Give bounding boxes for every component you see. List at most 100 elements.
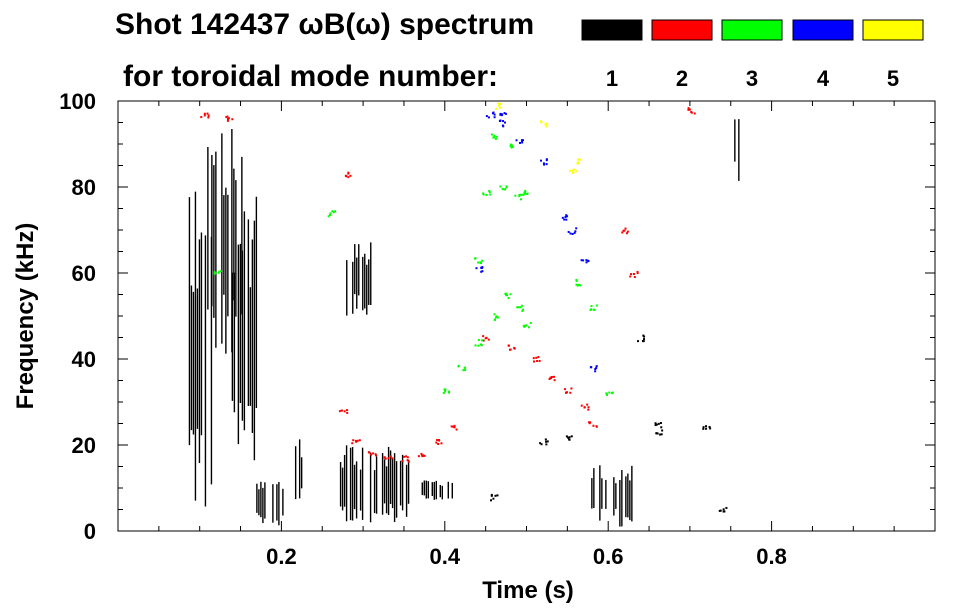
series-1-region — [339, 445, 410, 523]
point-speck — [474, 257, 477, 260]
point-speck — [660, 426, 663, 429]
point-speck — [406, 459, 409, 462]
data-point — [495, 102, 502, 110]
point-speck — [496, 494, 499, 497]
point-speck — [583, 406, 586, 409]
point-speck — [659, 433, 662, 436]
point-speck — [523, 325, 526, 328]
point-speck — [539, 442, 542, 445]
data-point — [523, 189, 529, 195]
point-speck — [587, 408, 590, 411]
data-point — [515, 139, 524, 144]
point-speck — [533, 360, 536, 363]
point-speck — [463, 366, 466, 369]
point-speck — [475, 267, 478, 270]
point-speck — [417, 455, 420, 458]
point-speck — [511, 145, 514, 148]
point-speck — [518, 195, 521, 198]
point-speck — [550, 375, 553, 378]
point-speck — [474, 344, 477, 347]
series-1-region — [231, 196, 258, 461]
point-speck — [576, 284, 579, 287]
point-speck — [407, 460, 410, 463]
series-3 — [213, 133, 614, 396]
data-point — [485, 111, 496, 119]
legend-swatch — [581, 19, 643, 41]
legend-label: 5 — [887, 66, 899, 91]
point-speck — [595, 366, 598, 369]
point-speck — [345, 175, 348, 178]
legend-label: 4 — [817, 66, 830, 91]
point-speck — [507, 297, 510, 300]
data-point — [344, 171, 352, 179]
point-speck — [577, 158, 580, 161]
point-speck — [438, 439, 441, 442]
point-speck — [723, 510, 726, 513]
point-speck — [389, 455, 392, 458]
data-point — [493, 313, 500, 321]
point-speck — [572, 168, 575, 171]
point-speck — [579, 284, 582, 287]
point-speck — [654, 424, 657, 427]
point-speck — [636, 272, 639, 275]
point-speck — [545, 125, 548, 128]
point-speck — [503, 188, 506, 191]
point-speck — [437, 443, 440, 446]
point-speck — [532, 357, 535, 360]
data-point — [539, 438, 549, 446]
point-speck — [656, 432, 659, 435]
point-speck — [571, 232, 574, 235]
point-speck — [608, 391, 611, 394]
point-speck — [589, 308, 592, 311]
data-point — [548, 375, 556, 382]
point-speck — [401, 460, 404, 463]
point-speck — [499, 119, 502, 122]
point-speck — [544, 438, 547, 441]
point-speck — [535, 356, 538, 359]
point-speck — [548, 378, 551, 381]
point-speck — [587, 406, 590, 409]
point-speck — [347, 176, 350, 179]
point-speck — [501, 124, 504, 127]
point-speck — [442, 392, 445, 395]
data-point — [621, 227, 629, 235]
data-point — [532, 356, 541, 363]
point-speck — [580, 404, 583, 407]
point-speck — [447, 391, 450, 394]
point-speck — [540, 121, 543, 124]
point-speck — [688, 108, 691, 111]
point-speck — [719, 509, 722, 512]
point-speck — [705, 425, 708, 428]
point-speck — [519, 306, 522, 309]
point-speck — [626, 230, 629, 233]
point-speck — [516, 306, 519, 309]
point-speck — [356, 439, 359, 442]
point-speck — [346, 409, 349, 412]
point-speck — [568, 438, 571, 441]
legend-label: 2 — [676, 66, 688, 91]
point-speck — [497, 316, 500, 319]
point-speck — [527, 326, 530, 329]
point-speck — [496, 102, 499, 105]
point-speck — [203, 114, 206, 117]
y-tick-label: 100 — [59, 89, 96, 114]
point-speck — [499, 106, 502, 109]
point-speck — [375, 454, 378, 457]
data-point — [338, 409, 349, 414]
point-speck — [420, 452, 423, 455]
series-1-region — [207, 128, 243, 354]
point-speck — [687, 107, 690, 110]
data-point — [504, 292, 512, 300]
point-speck — [546, 122, 549, 125]
plot-marks — [188, 102, 740, 527]
series-1-region — [188, 191, 213, 507]
point-speck — [499, 113, 502, 116]
data-point — [540, 120, 549, 128]
point-speck — [498, 103, 501, 106]
point-speck — [585, 259, 588, 262]
point-speck — [637, 340, 640, 343]
point-speck — [219, 270, 222, 273]
point-speck — [518, 141, 521, 144]
point-speck — [504, 188, 507, 191]
